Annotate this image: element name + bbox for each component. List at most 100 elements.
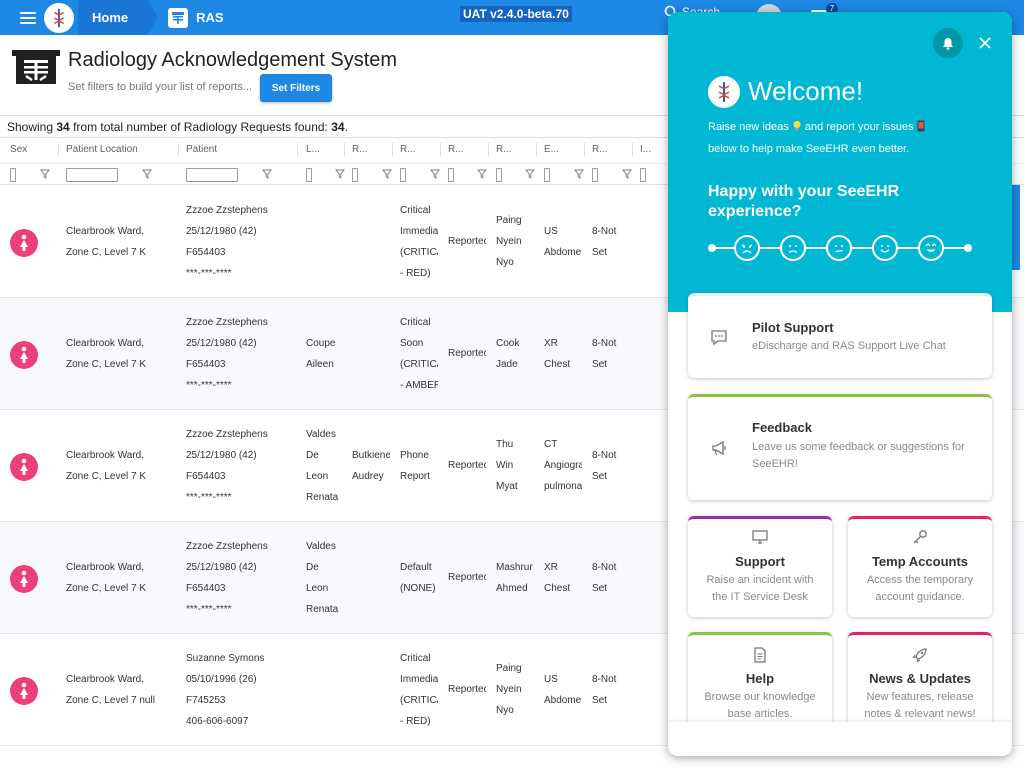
filter-funnel-icon[interactable]	[40, 169, 50, 179]
patient-id: F654403	[186, 359, 226, 370]
column-separator[interactable]	[297, 143, 298, 157]
set-filters-button[interactable]: Set Filters	[260, 74, 332, 102]
rating-angry-face-icon[interactable]	[734, 235, 760, 261]
table-row[interactable]: Clearbrook Ward, Zone C, Level 7 null Su…	[0, 634, 1024, 746]
clinician-line: Leon	[306, 471, 329, 482]
clinician-line: De	[306, 450, 319, 461]
column-header-r1[interactable]: R...	[352, 144, 368, 155]
rating-happy-face-icon[interactable]	[872, 235, 898, 261]
patient-location-line: Zone C, Level 7 null	[66, 695, 155, 706]
column-separator[interactable]	[58, 143, 59, 157]
support-desc: Raise an incident with the IT Service De…	[706, 574, 814, 603]
help-panel: Welcome! Raise new ideas and report your…	[668, 12, 1012, 756]
status-text: Reportec	[448, 236, 486, 247]
patient-id: F745253	[186, 695, 226, 706]
table-row[interactable]: Clearbrook Ward, Zone C, Level 7 K Zzzoe…	[0, 186, 1024, 298]
filter-input-e[interactable]	[544, 168, 550, 182]
column-separator[interactable]	[536, 143, 537, 157]
help-desc: Browse our knowledge base articles.	[704, 691, 816, 720]
patient-location-line: Clearbrook Ward,	[66, 562, 144, 573]
filter-funnel-icon[interactable]	[622, 169, 632, 179]
exam-line: Chest	[544, 359, 571, 370]
support-card[interactable]: Support Raise an incident with the IT Se…	[688, 516, 832, 617]
priority-line: Phone	[400, 450, 429, 461]
filter-funnel-icon[interactable]	[335, 169, 345, 179]
rating-love-face-icon[interactable]	[918, 235, 944, 261]
filter-input-r4[interactable]	[496, 168, 502, 182]
temp-accounts-card[interactable]: Temp Accounts Access the temporary accou…	[848, 516, 992, 617]
column-separator[interactable]	[632, 143, 633, 157]
column-header-i[interactable]: I...	[640, 144, 652, 155]
status-text: Reportec	[448, 572, 486, 583]
seeehr-logo-icon[interactable]	[44, 2, 74, 33]
news-updates-card[interactable]: News & Updates New features, release not…	[848, 632, 992, 732]
female-patient-icon	[10, 229, 38, 257]
female-patient-icon	[10, 341, 38, 369]
requester-line: Butkiene	[352, 450, 390, 461]
breadcrumb-home[interactable]: Home	[78, 0, 159, 35]
filter-funnel-icon[interactable]	[382, 169, 392, 179]
result-line: Set	[592, 471, 608, 482]
panel-close-button[interactable]	[974, 32, 996, 54]
filter-input-l[interactable]	[306, 168, 312, 182]
welcome-text-part: below to help make SeeEHR even better.	[708, 143, 910, 155]
column-separator[interactable]	[392, 143, 393, 157]
breadcrumb-ras[interactable]: RAS	[168, 7, 224, 28]
grid-scrollbar[interactable]	[1012, 185, 1020, 270]
filter-input-patient-location[interactable]	[66, 168, 118, 182]
rating-neutral-face-icon[interactable]	[826, 235, 852, 261]
feedback-title: Feedback	[752, 420, 812, 435]
exam-line: Chest	[544, 583, 571, 594]
table-row[interactable]: Clearbrook Ward, Zone C, Level 7 K Zzzoe…	[0, 410, 1024, 522]
column-separator[interactable]	[178, 143, 179, 157]
column-header-sex[interactable]: Sex	[10, 144, 28, 155]
filter-input-r3[interactable]	[448, 168, 454, 182]
filter-funnel-icon[interactable]	[262, 169, 272, 179]
filter-input-r2[interactable]	[400, 168, 406, 182]
pilot-support-card[interactable]: Pilot Support eDischarge and RAS Support…	[688, 293, 992, 378]
filter-funnel-icon[interactable]	[477, 169, 487, 179]
column-header-r2[interactable]: R...	[400, 144, 416, 155]
column-header-r3[interactable]: R...	[448, 144, 464, 155]
filter-input-r5[interactable]	[592, 168, 598, 182]
help-card[interactable]: Help Browse our knowledge base articles.	[688, 632, 832, 732]
result-line: Set	[592, 247, 608, 258]
exam-line: pulmona	[544, 481, 582, 492]
filter-funnel-icon[interactable]	[525, 169, 535, 179]
column-header-r4[interactable]: R...	[496, 144, 512, 155]
filter-input-patient[interactable]	[186, 168, 238, 182]
column-separator[interactable]	[488, 143, 489, 157]
filter-input-i[interactable]	[640, 168, 646, 182]
filter-input-r1[interactable]	[352, 168, 358, 182]
column-separator[interactable]	[440, 143, 441, 157]
panel-bell-button[interactable]	[933, 28, 963, 58]
filter-input-sex[interactable]	[10, 168, 16, 182]
column-separator[interactable]	[344, 143, 345, 157]
filter-funnel-icon[interactable]	[574, 169, 584, 179]
filter-funnel-icon[interactable]	[430, 169, 440, 179]
clinician-line: Coupe	[306, 338, 336, 349]
column-header-e[interactable]: E...	[544, 144, 560, 155]
column-header-patient[interactable]: Patient	[186, 144, 218, 155]
hamburger-menu-icon[interactable]	[20, 11, 36, 24]
result-line: 8-Not	[592, 674, 617, 685]
column-header-patient-location[interactable]: Patient Location	[66, 144, 138, 155]
patient-location-line: Clearbrook Ward,	[66, 674, 144, 685]
priority-line: Immedia	[400, 226, 438, 237]
column-separator[interactable]	[584, 143, 585, 157]
column-header-r5[interactable]: R...	[592, 144, 608, 155]
feedback-card[interactable]: Feedback Leave us some feedback or sugge…	[688, 394, 992, 500]
radiologist-line: Win	[496, 460, 514, 471]
exam-line: XR	[544, 338, 558, 349]
radiologist-line: Thu	[496, 439, 514, 450]
priority-line: - RED)	[400, 268, 431, 279]
patient-location-line: Zone C, Level 7 K	[66, 247, 147, 258]
filter-funnel-icon[interactable]	[142, 169, 152, 179]
feedback-desc: Leave us some feedback or suggestions fo…	[752, 441, 965, 470]
female-patient-icon	[10, 453, 38, 481]
patient-phone: ***-***-****	[186, 380, 232, 391]
column-header-l[interactable]: L...	[306, 144, 320, 155]
patient-name: Zzzoe Zzstephens	[186, 317, 268, 328]
priority-line: Report	[400, 471, 431, 482]
rating-sad-face-icon[interactable]	[780, 235, 806, 261]
